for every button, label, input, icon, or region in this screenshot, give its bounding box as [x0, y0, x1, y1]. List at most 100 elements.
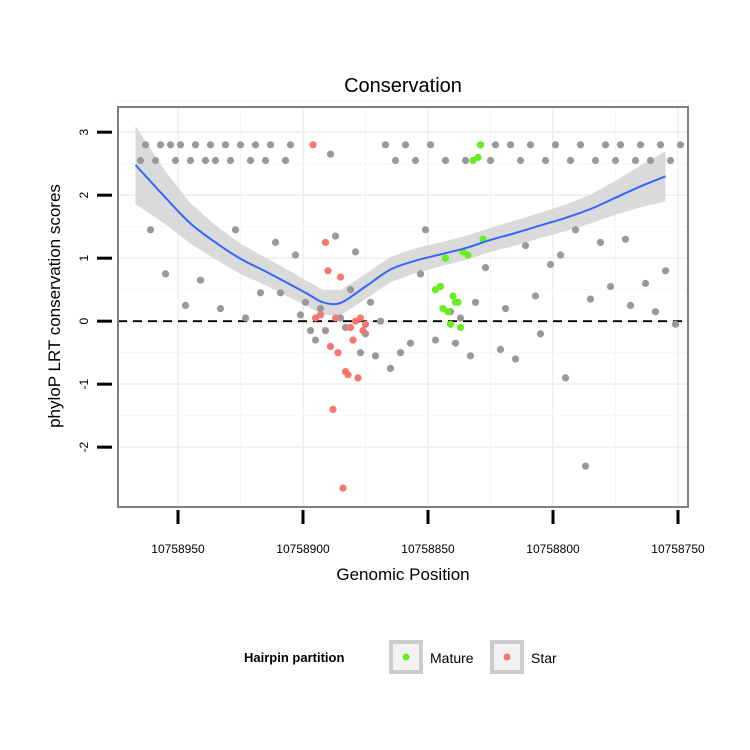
- point-other: [181, 301, 190, 309]
- point-other: [471, 298, 480, 306]
- point-other: [306, 327, 315, 335]
- point-other: [236, 141, 245, 149]
- point-other: [606, 282, 615, 291]
- point-other: [401, 141, 410, 149]
- x-tick-label: 10758900: [276, 542, 330, 556]
- point-other: [186, 156, 195, 165]
- x-axis-title: Genomic Position: [336, 565, 469, 584]
- point-other: [151, 156, 160, 165]
- point-other: [571, 226, 580, 234]
- point-other: [431, 336, 440, 344]
- point-other: [501, 305, 510, 313]
- point-star: [324, 267, 332, 275]
- point-other: [441, 156, 450, 165]
- point-other: [461, 156, 470, 165]
- point-other: [421, 226, 430, 234]
- point-other: [286, 141, 295, 149]
- point-mature: [436, 282, 445, 291]
- point-star: [339, 484, 347, 492]
- point-other: [656, 141, 665, 149]
- point-other: [631, 156, 640, 165]
- point-star: [316, 311, 325, 319]
- point-other: [211, 156, 220, 165]
- point-star: [336, 273, 345, 281]
- point-mature: [449, 292, 457, 300]
- point-other: [326, 150, 335, 158]
- point-other: [146, 226, 155, 234]
- point-star: [356, 314, 365, 322]
- y-tick-label: 3: [77, 129, 91, 136]
- point-other: [561, 374, 570, 382]
- point-other: [396, 349, 405, 357]
- point-other: [226, 156, 235, 165]
- point-star: [326, 342, 335, 350]
- point-other: [376, 317, 385, 325]
- point-other: [216, 305, 225, 313]
- point-star: [321, 238, 330, 246]
- point-other: [331, 232, 340, 240]
- point-other: [261, 156, 270, 165]
- point-other: [516, 156, 525, 165]
- point-other: [266, 141, 275, 149]
- point-mature: [476, 141, 485, 149]
- point-other: [411, 156, 420, 165]
- legend-dot-mature: [402, 653, 410, 661]
- point-other: [176, 141, 185, 149]
- point-mature: [464, 251, 472, 259]
- point-other: [466, 352, 475, 360]
- y-tick-label: 2: [77, 192, 91, 199]
- point-other: [666, 156, 675, 165]
- x-tick-label: 10758850: [401, 542, 455, 556]
- point-other: [296, 311, 305, 319]
- point-other: [166, 141, 175, 149]
- point-other: [651, 308, 660, 316]
- point-other: [156, 141, 165, 149]
- point-other: [546, 260, 555, 269]
- point-other: [526, 141, 535, 149]
- smooth-line: [134, 164, 666, 306]
- y-tick-label: -1: [77, 379, 91, 390]
- y-tick-label: 0: [77, 318, 91, 325]
- point-other: [601, 141, 610, 149]
- point-other: [646, 156, 655, 165]
- point-other: [391, 156, 400, 165]
- point-other: [556, 251, 565, 259]
- point-other: [356, 349, 365, 357]
- point-other: [481, 264, 490, 272]
- point-other: [251, 141, 260, 149]
- point-star: [359, 327, 367, 335]
- point-star: [361, 320, 370, 328]
- point-other: [336, 314, 345, 322]
- point-other: [231, 226, 240, 234]
- confidence-band-area: [135, 125, 666, 316]
- point-star: [354, 374, 362, 382]
- point-mature: [454, 298, 462, 306]
- point-other: [386, 364, 395, 372]
- point-other: [281, 156, 290, 165]
- point-other: [626, 301, 635, 309]
- y-tick-label: 1: [77, 255, 91, 262]
- point-other: [671, 320, 680, 328]
- point-other: [341, 323, 350, 332]
- point-other: [581, 462, 590, 470]
- point-other: [351, 248, 360, 256]
- point-other: [611, 156, 620, 165]
- point-other: [201, 156, 210, 165]
- point-other: [426, 141, 435, 149]
- point-other: [616, 141, 625, 149]
- confidence-band: [135, 125, 666, 316]
- point-other: [506, 141, 515, 149]
- point-other: [371, 352, 380, 360]
- point-other: [586, 295, 595, 303]
- point-star: [331, 314, 340, 322]
- point-other: [576, 141, 585, 149]
- legend-key-mature: [389, 640, 423, 674]
- point-other: [511, 355, 520, 363]
- point-star: [344, 371, 352, 379]
- point-other: [456, 314, 465, 322]
- point-other: [676, 141, 685, 149]
- point-mature: [441, 254, 450, 262]
- point-other: [301, 298, 310, 306]
- point-other: [241, 314, 250, 322]
- point-mature: [444, 308, 452, 316]
